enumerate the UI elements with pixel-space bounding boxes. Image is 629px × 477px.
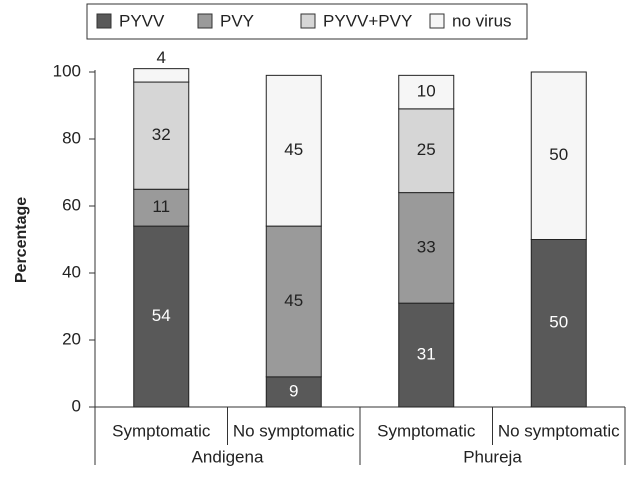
y-tick-label: 0 — [72, 396, 81, 415]
data-label: 50 — [549, 313, 568, 332]
group-label: Andigena — [192, 447, 264, 466]
legend-swatch — [96, 13, 112, 29]
y-axis-label: Percentage — [13, 197, 30, 283]
y-tick-label: 60 — [62, 195, 81, 214]
bar-segment — [265, 376, 322, 408]
bar-segment — [530, 71, 587, 240]
data-label: 45 — [284, 140, 303, 159]
y-tick-label: 40 — [62, 262, 81, 281]
bar-segment — [265, 225, 322, 378]
legend-label: no virus — [452, 11, 512, 30]
legend-label: PYVV — [119, 11, 165, 30]
data-label: 9 — [289, 381, 298, 400]
data-label: 4 — [157, 48, 166, 67]
x-tick-label: No symptomatic — [233, 421, 355, 440]
bar-segment — [133, 81, 190, 190]
bar-segment — [398, 108, 455, 194]
data-label: 31 — [417, 345, 436, 364]
data-label: 33 — [417, 237, 436, 256]
data-label: 32 — [152, 125, 171, 144]
bar-segment — [530, 239, 587, 408]
legend-swatch — [300, 13, 316, 29]
bar-segment — [398, 74, 455, 110]
group-label: Phureja — [463, 447, 522, 466]
data-label: 25 — [417, 140, 436, 159]
bar-segment — [398, 192, 455, 304]
data-label: 45 — [284, 291, 303, 310]
x-tick-label: No symptomatic — [498, 421, 620, 440]
bar-segment — [133, 68, 190, 83]
data-label: 54 — [152, 306, 171, 325]
legend-label: PVY — [220, 11, 254, 30]
legend-swatch — [429, 13, 445, 29]
bar-segment — [133, 225, 190, 408]
y-tick-label: 100 — [53, 61, 81, 80]
legend-swatch — [197, 13, 213, 29]
bar-segment — [133, 188, 190, 227]
data-label: 50 — [549, 145, 568, 164]
legend-label: PYVV+PVY — [323, 11, 412, 30]
data-label: 10 — [417, 82, 436, 101]
y-tick-label: 20 — [62, 329, 81, 348]
bar-segment — [265, 74, 322, 227]
x-tick-label: Symptomatic — [112, 421, 211, 440]
y-tick-label: 80 — [62, 128, 81, 147]
bar-segment — [398, 302, 455, 408]
data-label: 11 — [152, 197, 170, 216]
x-tick-label: Symptomatic — [377, 421, 476, 440]
